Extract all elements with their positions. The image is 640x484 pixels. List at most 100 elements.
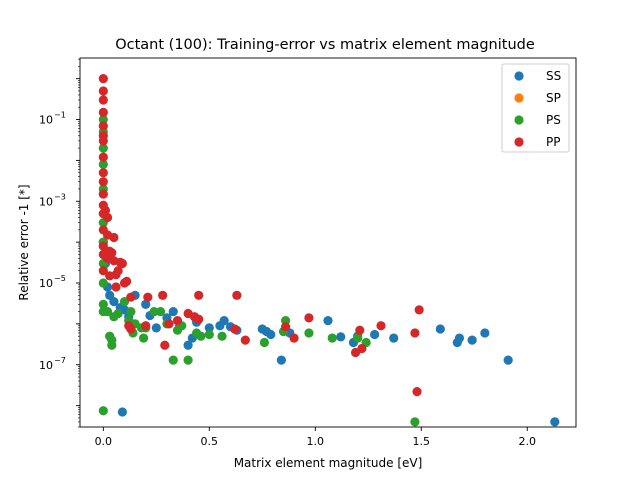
y-tick-exponent: −3 <box>54 192 66 201</box>
point-ps-10 <box>98 299 108 309</box>
y-tick-label: 10 <box>39 114 53 127</box>
point-ss-15 <box>183 340 193 350</box>
legend-marker-ps <box>514 115 524 125</box>
point-ps-40 <box>304 328 314 338</box>
point-ss-28 <box>323 316 333 326</box>
point-ps-12 <box>102 306 113 317</box>
point-pp-56 <box>410 328 420 338</box>
point-pp-38 <box>158 290 168 300</box>
point-pp-58 <box>414 305 424 315</box>
point-pp-39 <box>160 340 170 350</box>
point-pp-54 <box>357 343 367 354</box>
chart-title: Octant (100): Training-error vs matrix e… <box>115 37 535 53</box>
point-ps-32 <box>183 355 193 365</box>
legend-box <box>501 63 570 153</box>
point-ps-29 <box>168 355 178 365</box>
point-ss-29 <box>336 332 346 342</box>
point-pp-17 <box>100 205 111 215</box>
legend-label-pp: PP <box>546 135 560 149</box>
point-pp-10 <box>98 189 108 199</box>
legend-label-ps: PS <box>546 113 561 127</box>
point-ps-1 <box>98 114 108 125</box>
point-pp-30 <box>117 258 127 269</box>
point-pp-3 <box>98 107 108 117</box>
legend-label-sp: SP <box>546 91 561 105</box>
x-axis: 0.0 0.5 1.0 1.5 2.0 <box>95 427 536 448</box>
point-ps-35 <box>204 329 214 340</box>
point-ps-24 <box>138 333 149 343</box>
point-ss-39 <box>503 355 513 365</box>
point-pp-2 <box>98 95 108 105</box>
y-axis: 10−710−510−310−1 <box>39 58 80 428</box>
point-pp-53 <box>355 325 365 335</box>
point-ps-9 <box>98 278 108 288</box>
point-pp-16 <box>98 266 108 276</box>
point-pp-9 <box>98 177 108 187</box>
point-ss-33 <box>389 333 399 343</box>
point-pp-45 <box>194 290 204 300</box>
point-pp-25 <box>109 232 119 243</box>
point-pp-57 <box>412 387 422 397</box>
point-pp-0 <box>98 74 108 84</box>
x-tick-label: 2.0 <box>518 435 536 448</box>
point-ss-40 <box>117 407 127 417</box>
y-tick-label: 10 <box>39 359 53 372</box>
legend-label-ss: SS <box>546 69 561 83</box>
point-pp-35 <box>126 324 136 334</box>
point-pp-18 <box>102 212 113 223</box>
x-tick-label: 1.0 <box>307 435 325 448</box>
y-tick-exponent: −5 <box>54 274 66 283</box>
x-tick-label: 0.5 <box>201 435 219 448</box>
legend-marker-ss <box>514 71 524 81</box>
y-tick-exponent: −7 <box>54 356 66 365</box>
point-pp-49 <box>281 322 291 332</box>
point-ss-9 <box>141 299 151 309</box>
point-ss-18 <box>204 323 214 333</box>
point-ps-26 <box>149 306 159 317</box>
point-pp-44 <box>194 314 204 324</box>
point-pp-36 <box>141 321 151 331</box>
point-pp-1 <box>98 86 108 96</box>
point-ss-41 <box>550 417 560 427</box>
series-ps <box>98 114 420 427</box>
point-ss-38 <box>480 328 490 338</box>
point-ss-25 <box>266 329 276 340</box>
point-ss-13 <box>168 306 178 317</box>
point-pp-51 <box>304 313 314 323</box>
point-pp-23 <box>107 248 117 258</box>
legend-marker-pp <box>514 137 524 147</box>
point-ss-11 <box>151 323 161 333</box>
points-layer <box>98 74 560 427</box>
point-pp-32 <box>122 276 132 286</box>
point-ps-20 <box>126 306 136 317</box>
point-pp-33 <box>126 292 136 302</box>
y-tick-label: 10 <box>39 195 53 208</box>
point-ps-37 <box>259 337 270 348</box>
point-pp-46 <box>230 324 240 334</box>
point-ps-34 <box>196 331 206 341</box>
point-ss-4 <box>109 297 119 307</box>
point-pp-55 <box>376 321 386 331</box>
point-ss-26 <box>276 355 286 365</box>
point-ps-27 <box>155 306 166 317</box>
series-pp <box>98 74 424 397</box>
point-ps-3 <box>98 143 108 153</box>
point-pp-50 <box>289 333 299 343</box>
point-pp-41 <box>172 316 183 326</box>
point-pp-40 <box>164 319 174 329</box>
point-ss-32 <box>370 329 380 340</box>
x-tick-label: 0.0 <box>95 435 113 448</box>
point-pp-14 <box>98 241 108 251</box>
x-axis-label: Matrix element magnitude [eV] <box>234 456 423 470</box>
point-pp-27 <box>111 282 121 292</box>
point-ss-36 <box>454 333 465 343</box>
point-ps-17 <box>113 308 123 319</box>
legend: SS SP PS PP <box>501 63 570 153</box>
point-pp-48 <box>240 335 250 345</box>
point-pp-8 <box>98 168 108 178</box>
point-ps-18 <box>119 297 130 307</box>
point-pp-6 <box>98 136 108 146</box>
point-pp-7 <box>98 152 108 162</box>
